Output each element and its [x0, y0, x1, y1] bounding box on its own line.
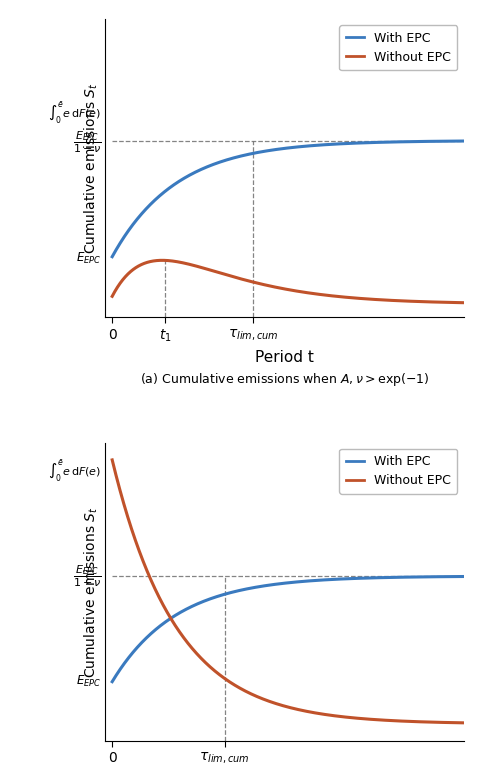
Text: $\int_0^{\bar{e}} e\,\mathrm{d}F(e)$: $\int_0^{\bar{e}} e\,\mathrm{d}F(e)$	[48, 458, 101, 485]
Text: $\dfrac{E_{EPC}}{1-\nu}$: $\dfrac{E_{EPC}}{1-\nu}$	[73, 129, 101, 154]
Legend: With EPC, Without EPC: With EPC, Without EPC	[339, 449, 457, 494]
Text: $\int_0^{\bar{e}} e\,\mathrm{d}F(e)$: $\int_0^{\bar{e}} e\,\mathrm{d}F(e)$	[48, 101, 101, 127]
Y-axis label: Cumulative emissions $S_t$: Cumulative emissions $S_t$	[82, 506, 99, 678]
Y-axis label: Cumulative emissions $S_t$: Cumulative emissions $S_t$	[82, 83, 99, 254]
Text: $E_{EPC}$: $E_{EPC}$	[76, 251, 101, 266]
Text: $E_{EPC}$: $E_{EPC}$	[76, 674, 101, 689]
Text: (a) Cumulative emissions when $A, \nu > \exp(-1)$: (a) Cumulative emissions when $A, \nu > …	[140, 371, 429, 388]
Legend: With EPC, Without EPC: With EPC, Without EPC	[339, 25, 457, 70]
Text: $\dfrac{E_{EPC}}{1-\nu}$: $\dfrac{E_{EPC}}{1-\nu}$	[73, 563, 101, 589]
X-axis label: Period t: Period t	[255, 350, 314, 365]
